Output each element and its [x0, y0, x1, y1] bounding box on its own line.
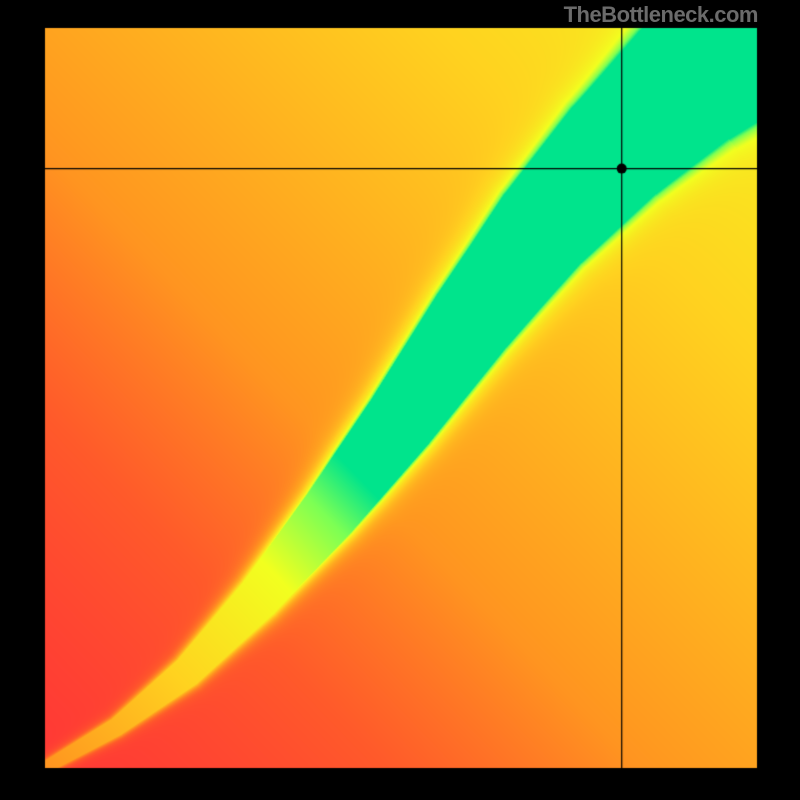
bottleneck-heatmap: [0, 0, 800, 800]
attribution-text: TheBottleneck.com: [564, 2, 758, 28]
